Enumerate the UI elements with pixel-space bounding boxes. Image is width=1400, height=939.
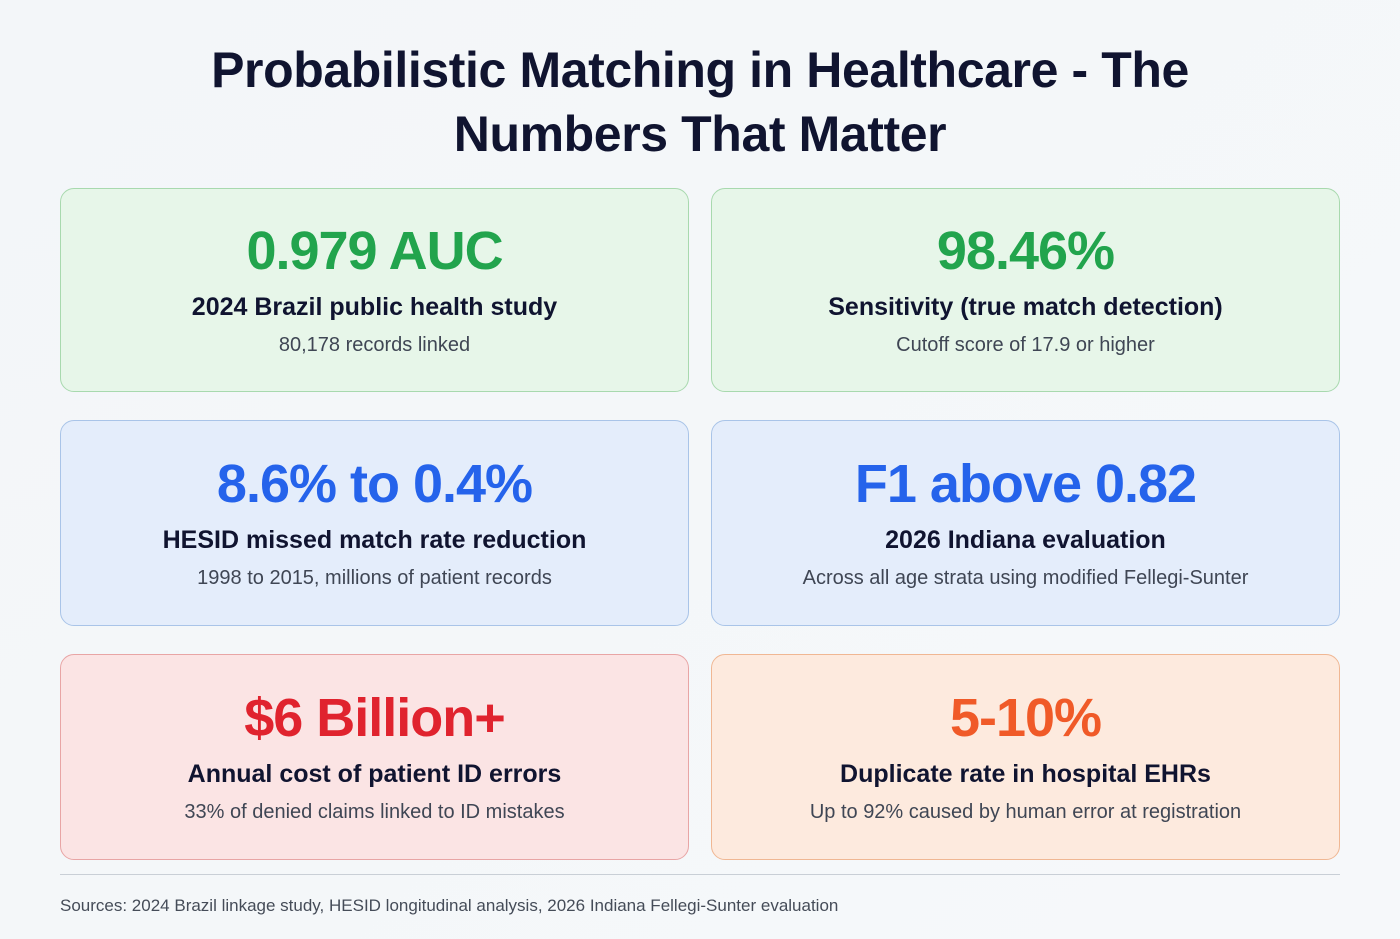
stat-sublabel: 80,178 records linked (278, 333, 471, 356)
sources-text: Sources: 2024 Brazil linkage study, HESI… (60, 895, 839, 915)
stat-label: Annual cost of patient ID errors (187, 759, 562, 788)
stat-value: 5-10% (949, 688, 1102, 749)
footer-divider (60, 873, 1340, 875)
stat-card: 98.46% Sensitivity (true match detection… (711, 188, 1340, 392)
stat-value: F1 above 0.82 (854, 454, 1197, 515)
stat-label: HESID missed match rate reduction (162, 525, 587, 554)
stat-sublabel: 33% of denied claims linked to ID mistak… (184, 800, 565, 823)
page-title: Probabilistic Matching in Healthcare - T… (211, 42, 1189, 162)
stat-sublabel: 1998 to 2015, millions of patient record… (197, 566, 552, 589)
stat-label: Sensitivity (true match detection) (828, 292, 1223, 321)
footer: Sources: 2024 Brazil linkage study, HESI… (60, 873, 1340, 939)
stat-value: $6 Billion+ (244, 688, 506, 749)
stat-card: 8.6% to 0.4% HESID missed match rate red… (60, 420, 689, 626)
stat-card: 5-10% Duplicate rate in hospital EHRs Up… (711, 654, 1340, 860)
title-block: Probabilistic Matching in Healthcare - T… (60, 0, 1340, 188)
stat-card: $6 Billion+ Annual cost of patient ID er… (60, 654, 689, 860)
stat-value: 98.46% (936, 221, 1115, 282)
stat-card: 0.979 AUC 2024 Brazil public health stud… (60, 188, 689, 392)
stat-card: F1 above 0.82 2026 Indiana evaluation Ac… (711, 420, 1340, 626)
stat-value: 8.6% to 0.4% (216, 454, 533, 515)
stat-label: 2024 Brazil public health study (191, 292, 558, 321)
stat-sublabel: Across all age strata using modified Fel… (802, 566, 1249, 589)
stat-card-grid: 0.979 AUC 2024 Brazil public health stud… (60, 188, 1340, 860)
stat-label: Duplicate rate in hospital EHRs (840, 759, 1211, 788)
stat-label: 2026 Indiana evaluation (885, 525, 1166, 554)
stat-sublabel: Cutoff score of 17.9 or higher (896, 333, 1155, 356)
stat-value: 0.979 AUC (246, 221, 503, 282)
stat-sublabel: Up to 92% caused by human error at regis… (809, 800, 1242, 823)
